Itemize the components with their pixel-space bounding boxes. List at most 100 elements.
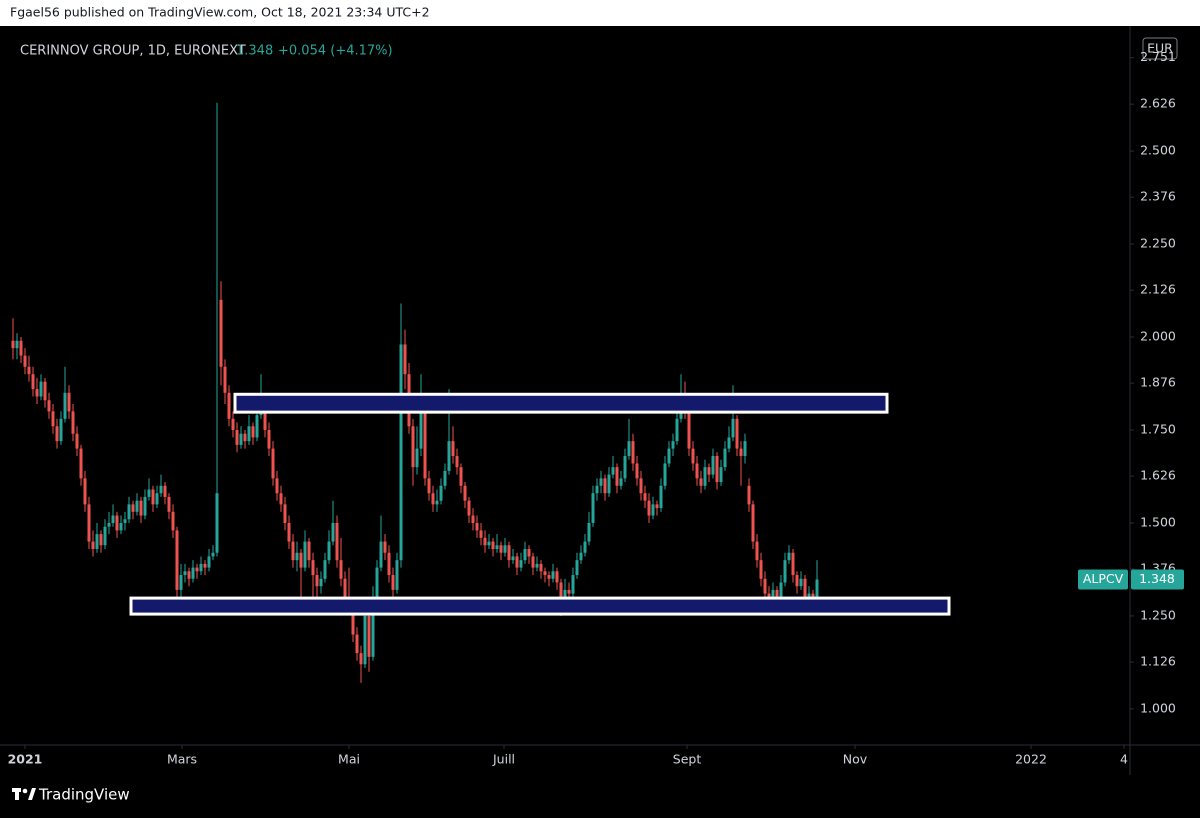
candle-body [175, 530, 179, 590]
candle-body [167, 496, 171, 512]
plot [11, 102, 951, 683]
candle-body [251, 426, 255, 438]
candle-body [95, 534, 99, 550]
candle-body [367, 615, 371, 657]
price-zone [129, 596, 951, 616]
candle-body [355, 634, 359, 654]
candle-body [611, 467, 615, 475]
candle-body [619, 478, 623, 486]
candle-body [483, 537, 487, 546]
candle-body [563, 589, 567, 598]
x-tick-label: Nov [843, 752, 868, 767]
candle-body [671, 441, 675, 449]
candle-body [587, 522, 591, 542]
candle-body [351, 604, 355, 635]
x-tick-label: Mai [338, 752, 360, 767]
candle-body [567, 589, 571, 594]
candle-body [63, 392, 67, 419]
candle-body [703, 467, 707, 486]
candle-body [19, 340, 23, 356]
candle-body [447, 441, 451, 471]
candle-body [523, 549, 527, 561]
candle-body [471, 515, 475, 523]
candle-body [255, 415, 259, 438]
candle-body [739, 448, 743, 457]
candle-body [807, 593, 811, 598]
candle-body [375, 567, 379, 598]
y-tick-label: 1.626 [1140, 468, 1176, 483]
price-tag [1131, 569, 1184, 590]
candle-body [767, 593, 771, 598]
candle-body [427, 478, 431, 494]
legend-change: +0.054 (+4.17%) [278, 44, 393, 59]
candle-body [723, 448, 727, 468]
candle-body [627, 441, 631, 457]
candle-body [187, 571, 191, 579]
y-tick-label: 2.376 [1140, 189, 1176, 204]
candle-body [799, 578, 803, 587]
candle-body [299, 552, 303, 568]
currency-box[interactable] [1142, 37, 1178, 60]
y-tick-label: 1.250 [1140, 607, 1176, 622]
candle-body [655, 504, 659, 509]
candle-body [55, 426, 59, 442]
candle-body [231, 418, 235, 430]
candle-body [319, 578, 323, 587]
candle-body [155, 493, 159, 505]
candle-body [631, 441, 635, 464]
x-tick-label: 4 [1120, 752, 1128, 767]
candle-body [207, 556, 211, 568]
candle-body [755, 541, 759, 561]
candle-body [415, 448, 419, 468]
candle-body [663, 463, 667, 486]
footer-brand: TradingView [38, 786, 130, 804]
candle-body [275, 478, 279, 494]
candle-body [691, 448, 695, 464]
candle-body [211, 552, 215, 557]
candle-body [371, 597, 375, 657]
candle-body [603, 478, 607, 494]
candle-body [147, 489, 151, 497]
candle-body [307, 541, 311, 561]
candle-body [87, 504, 91, 542]
candle-body [91, 541, 95, 550]
candle-body [123, 519, 127, 523]
candle-body [111, 515, 115, 523]
candle-body [499, 545, 503, 553]
candle-body [35, 389, 39, 397]
candle-body [83, 478, 87, 505]
candle-body [735, 418, 739, 449]
candle-body [583, 541, 587, 553]
symbol-label: ALPCV [1083, 571, 1124, 586]
candle-body [547, 575, 551, 579]
candle-body [759, 560, 763, 579]
x-tick-label: 2021 [8, 752, 43, 767]
candle-body [295, 552, 299, 561]
candle-body [107, 522, 111, 527]
candle-body [791, 552, 795, 576]
candle-body [243, 433, 247, 442]
candle-body [399, 344, 403, 561]
candle-body [695, 463, 699, 479]
candle-body [271, 448, 275, 479]
candle-body [335, 522, 339, 561]
candle-body [647, 500, 651, 516]
candle-body [395, 560, 399, 590]
candle-body [779, 582, 783, 602]
candle-body [267, 429, 271, 449]
candle-body [727, 437, 731, 449]
footer-logo [12, 788, 36, 800]
y-tick-label: 2.000 [1140, 329, 1176, 344]
candle-body [451, 441, 455, 457]
candle-body [463, 485, 467, 501]
candle-body [507, 545, 511, 561]
candle-body [699, 478, 703, 486]
candle-body [599, 478, 603, 486]
candle-body [379, 541, 383, 568]
y-tick-label: 2.751 [1140, 49, 1176, 64]
candle-body [715, 456, 719, 483]
candle-body [707, 467, 711, 475]
candle-body [459, 467, 463, 486]
currency: EUR [1147, 41, 1173, 56]
